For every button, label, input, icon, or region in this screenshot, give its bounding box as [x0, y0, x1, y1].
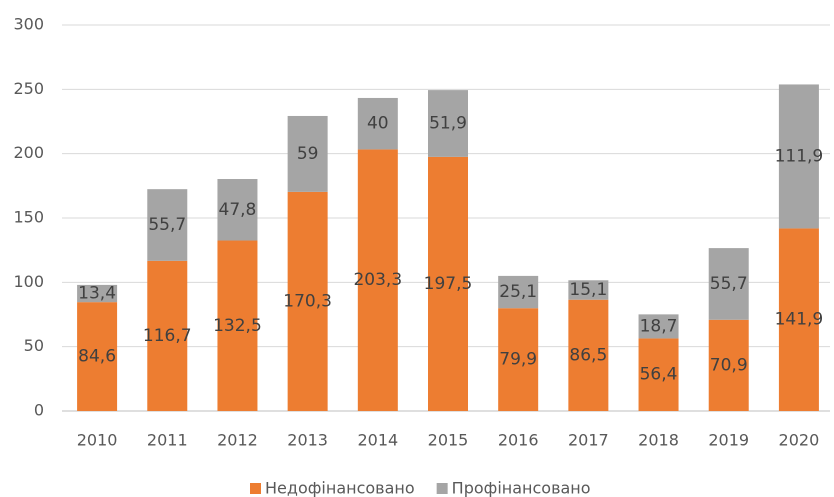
data-label: 84,6	[78, 347, 116, 367]
x-tick-label: 2011	[147, 431, 188, 450]
bar-segment	[638, 338, 679, 411]
bar-segment	[778, 84, 819, 229]
bar-segment	[568, 280, 609, 300]
y-tick-label: 0	[34, 401, 44, 420]
data-label: 47,8	[219, 200, 257, 220]
bar-segment	[357, 97, 398, 150]
data-label: 13,4	[78, 284, 116, 304]
bar-segment	[357, 149, 398, 412]
data-label: 55,7	[710, 274, 748, 294]
x-tick-label: 2017	[568, 431, 609, 450]
data-label: 56,4	[640, 365, 678, 385]
data-label: 116,7	[143, 326, 192, 346]
legend-label: Недофінансовано	[265, 479, 415, 497]
y-tick-label: 200	[13, 143, 44, 162]
data-label: 18,7	[640, 316, 678, 336]
bar-segment	[498, 308, 539, 411]
bar-segment	[778, 228, 819, 411]
bar-segment	[287, 115, 328, 192]
x-tick-label: 2019	[708, 431, 749, 450]
legend-swatch	[436, 483, 448, 494]
data-label: 111,9	[775, 146, 824, 166]
data-label: 141,9	[775, 310, 824, 330]
data-label: 59	[297, 144, 319, 164]
x-tick-label: 2013	[287, 431, 328, 450]
x-tick-label: 2020	[779, 431, 820, 450]
bar-segment	[77, 302, 118, 411]
x-tick-label: 2010	[77, 431, 118, 450]
data-label: 55,7	[148, 215, 186, 235]
y-tick-label: 300	[13, 15, 44, 34]
x-tick-label: 2016	[498, 431, 539, 450]
bar-segment	[217, 179, 258, 241]
bar-segment	[638, 314, 679, 339]
data-label: 70,9	[710, 355, 748, 375]
data-label: 15,1	[569, 280, 607, 300]
bar-segment	[428, 156, 468, 411]
bar-segment	[708, 319, 749, 411]
x-tick-label: 2018	[638, 431, 679, 450]
x-tick-label: 2014	[357, 431, 398, 450]
data-label: 197,5	[424, 274, 473, 294]
legend-label: Профінансовано	[452, 479, 591, 497]
data-label: 170,3	[283, 291, 332, 311]
y-tick-label: 100	[13, 272, 44, 291]
bar-segment	[428, 90, 468, 157]
legend-swatch	[250, 483, 261, 494]
bar-segment	[217, 240, 258, 411]
data-label: 86,5	[569, 345, 607, 365]
data-label: 51,9	[429, 113, 467, 133]
y-tick-label: 50	[24, 336, 44, 355]
bar-segment	[147, 189, 188, 261]
x-tick-label: 2015	[428, 431, 469, 450]
y-tick-label: 150	[13, 208, 44, 227]
data-label: 25,1	[499, 282, 537, 302]
x-tick-label: 2012	[217, 431, 258, 450]
data-label: 40	[367, 114, 389, 134]
data-label: 79,9	[499, 350, 537, 370]
bar-segment	[147, 260, 188, 411]
y-tick-label: 250	[13, 79, 44, 98]
data-label: 132,5	[213, 316, 262, 336]
bar-segment	[498, 275, 539, 309]
bar-segment	[708, 248, 749, 320]
data-label: 203,3	[353, 270, 402, 290]
bar-segment	[287, 191, 328, 411]
bar-segment	[77, 284, 118, 303]
bar-segment	[568, 299, 609, 411]
